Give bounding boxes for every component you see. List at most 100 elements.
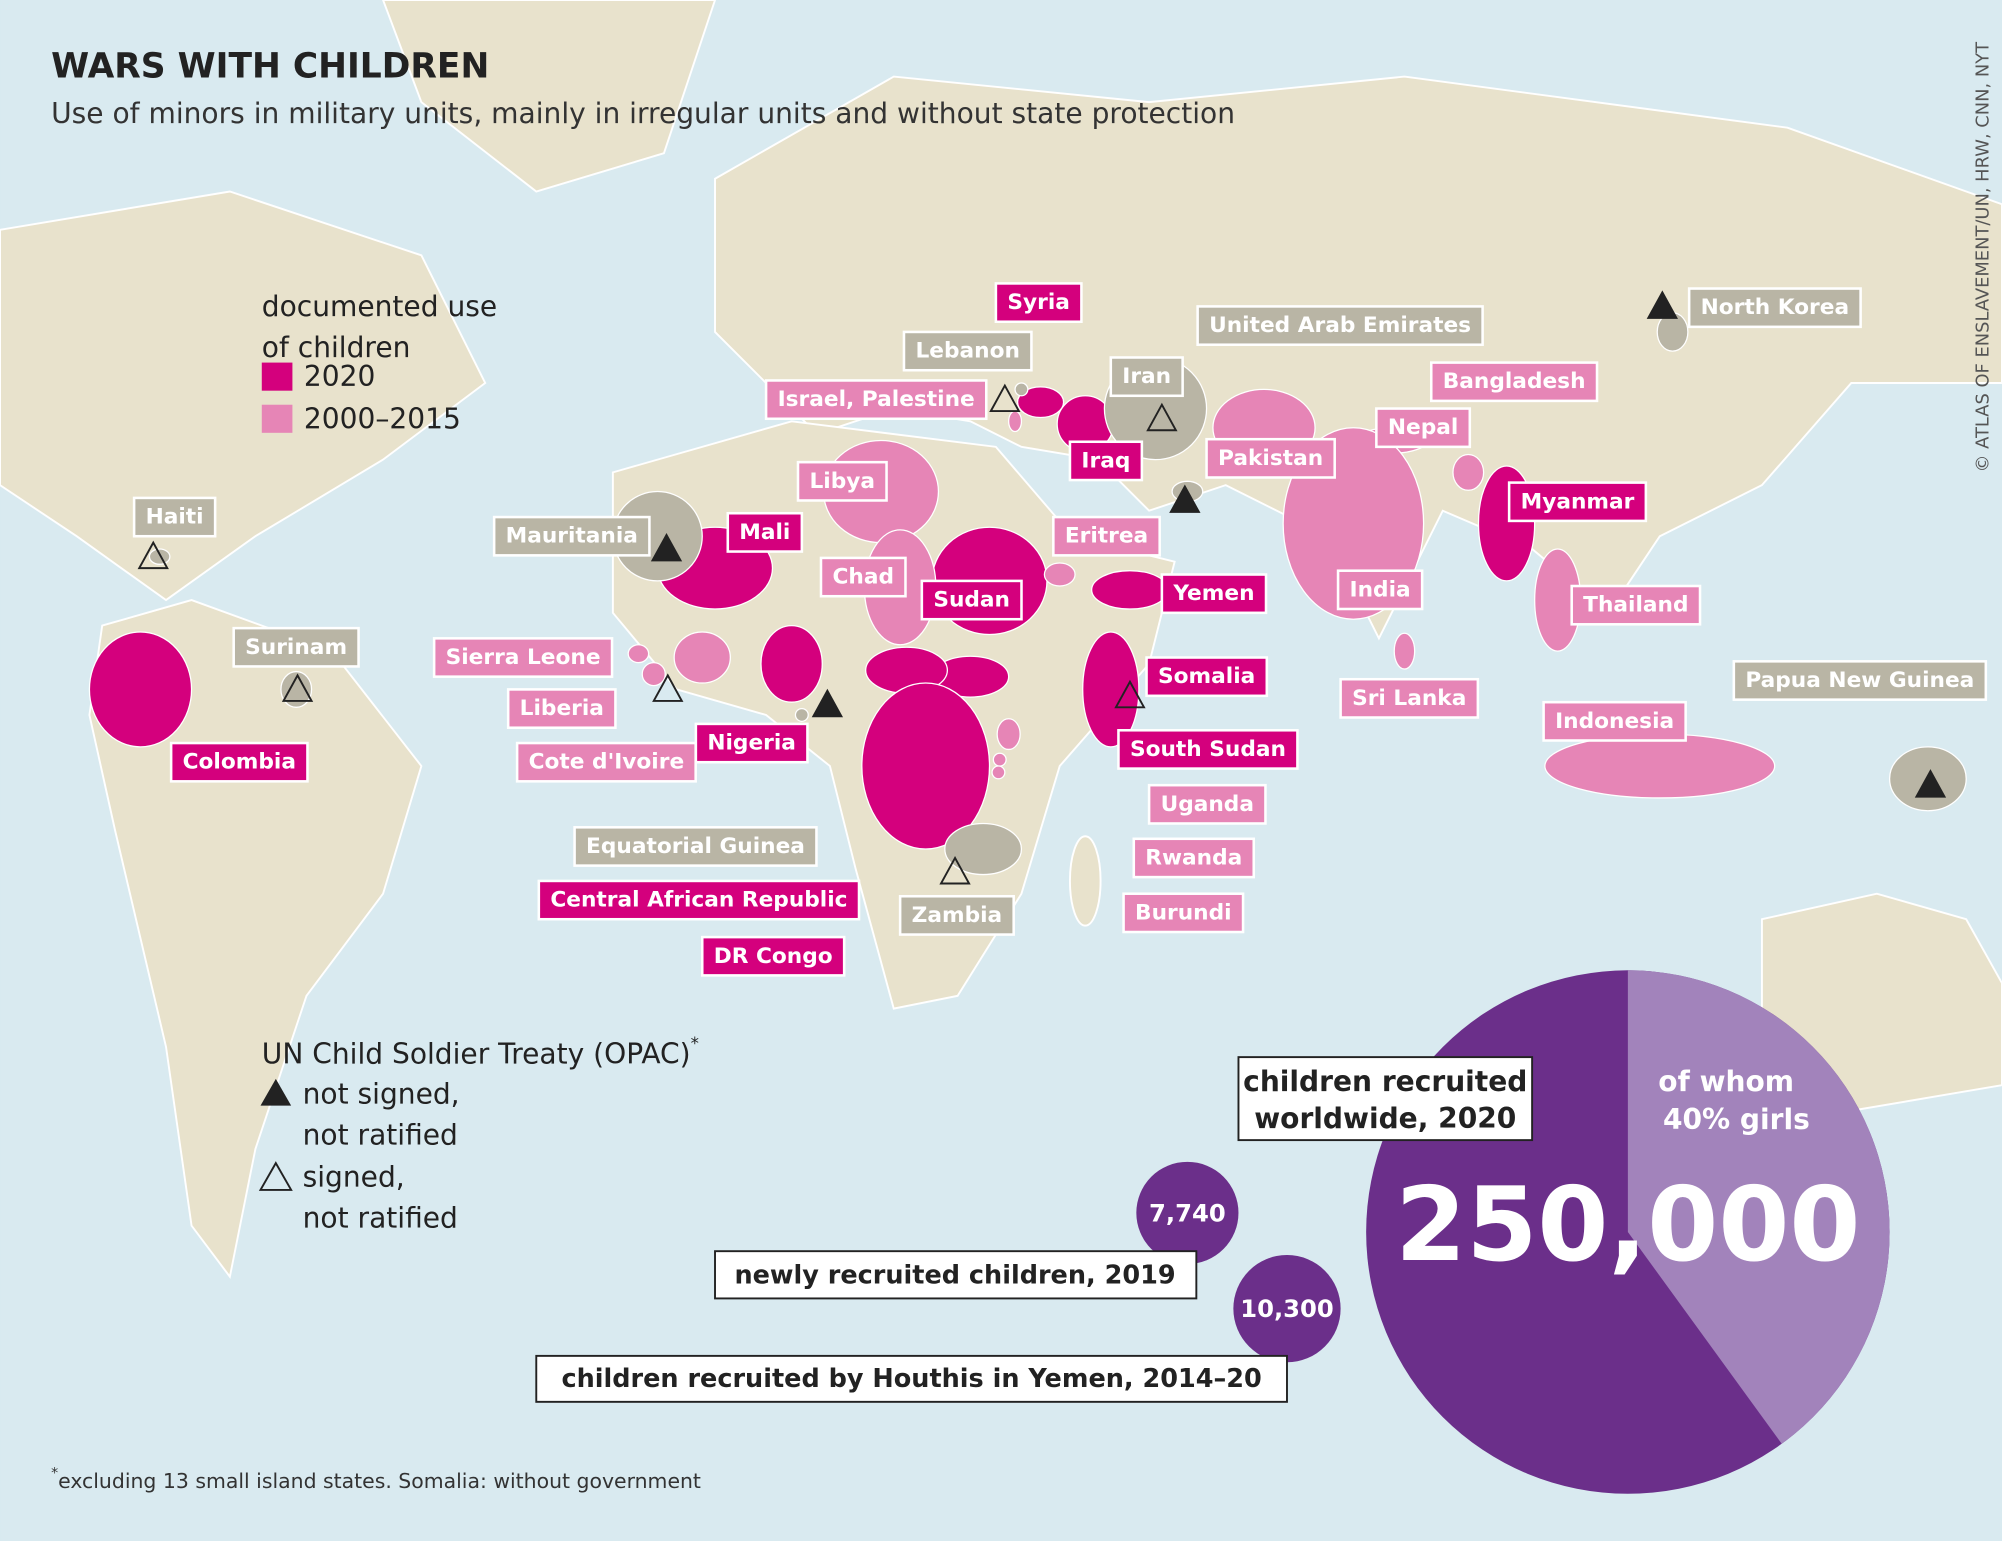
filled-triangle <box>1646 290 1679 319</box>
country-label: Haiti <box>146 505 204 530</box>
filled-triangle <box>650 532 683 562</box>
country-label-box <box>1375 407 1472 449</box>
open-triangle <box>281 673 314 702</box>
legend-title: documented use <box>262 290 497 323</box>
girls-label: of whom <box>1658 1065 1794 1098</box>
country-shape <box>996 718 1021 751</box>
country-label-box <box>1542 700 1687 742</box>
country-label-box <box>1122 892 1245 934</box>
stat-label: children recruited <box>1243 1065 1527 1098</box>
country-shape <box>1008 410 1023 433</box>
country-label-box <box>1145 656 1269 698</box>
country-label-box <box>796 460 888 502</box>
stat-value: 10,300 <box>1240 1294 1334 1323</box>
title: WARS WITH CHILDREN <box>51 46 489 86</box>
legend-swatch <box>261 404 293 433</box>
country-label: Sudan <box>933 588 1010 613</box>
treaty-item: signed, <box>303 1161 405 1194</box>
legend-label: 2020 <box>304 360 375 393</box>
country-shape <box>1014 382 1029 397</box>
country-label: Indonesia <box>1555 709 1674 734</box>
country-label-box <box>1109 356 1184 398</box>
footnote: *excluding 13 small island states. Somal… <box>51 1465 701 1493</box>
country-label: Myanmar <box>1521 489 1635 514</box>
pie-value: 250,000 <box>1395 1166 1860 1285</box>
stat-box <box>714 1250 1198 1300</box>
country-label-box <box>920 579 1023 621</box>
country-label: Rwanda <box>1145 845 1242 870</box>
country-label-box <box>1339 677 1480 719</box>
girls-label: 40% girls <box>1663 1103 1810 1136</box>
country-shape <box>148 548 171 565</box>
country-label-box <box>432 637 614 678</box>
country-label-box <box>573 826 818 867</box>
country-label-box <box>726 511 804 553</box>
pie: 250,000 of whom 40% girls children recruite… <box>1237 970 1890 1494</box>
open-triangle <box>939 855 971 885</box>
country-label: Eritrea <box>1065 524 1148 549</box>
country-shape <box>88 631 193 748</box>
country-label: Iran <box>1122 364 1171 389</box>
country-label-box <box>902 330 1033 372</box>
country-shape <box>641 661 666 687</box>
country-label: Libya <box>809 469 875 494</box>
country-label: Chad <box>832 565 894 590</box>
country-label-box <box>1117 729 1299 770</box>
country-label-box <box>898 894 1015 936</box>
country-label: Pakistan <box>1218 446 1323 471</box>
stat-circle <box>1233 1255 1341 1363</box>
country-label-box <box>1507 481 1648 523</box>
country-label: Zambia <box>912 903 1003 928</box>
country-label: DR Congo <box>714 944 833 969</box>
country-label: United Arab Emirates <box>1209 313 1471 338</box>
open-triangle <box>258 1161 293 1191</box>
country-shape <box>1544 733 1776 799</box>
filled-triangle <box>811 688 844 718</box>
treaty-markers <box>137 290 1947 885</box>
country-shape <box>991 765 1006 780</box>
stat-circle <box>1136 1161 1239 1264</box>
country-label: Papua New Guinea <box>1745 668 1974 693</box>
country-label-box <box>132 496 217 538</box>
country-label: Uganda <box>1161 792 1254 817</box>
country-shape <box>944 822 1023 876</box>
country-shape <box>1016 386 1065 419</box>
country-shape <box>1393 632 1416 670</box>
stat-label: children recruited by Houthis in Yemen, … <box>561 1364 1261 1394</box>
country-shape <box>760 624 823 703</box>
country-shape <box>861 682 991 850</box>
country-label: Mali <box>739 520 790 545</box>
country-label-box <box>764 379 988 421</box>
stat-label: worldwide, 2020 <box>1254 1102 1516 1135</box>
stat-label: newly recruited children, 2019 <box>734 1260 1175 1290</box>
legend-label: 2000–2015 <box>304 402 461 435</box>
filled-triangle <box>1914 769 1947 798</box>
country-label: Iraq <box>1081 448 1130 473</box>
filled-triangle <box>260 1078 292 1106</box>
treaty-title: UN Child Soldier Treaty (OPAC)* <box>262 1034 699 1070</box>
country-label: India <box>1350 577 1411 602</box>
country-label-box <box>506 688 617 730</box>
country-label: Colombia <box>183 750 296 775</box>
country-shape <box>1043 562 1076 587</box>
country-label: Thailand <box>1583 593 1688 618</box>
treaty-item: not ratified <box>303 1201 458 1234</box>
country-label-box <box>1336 569 1424 611</box>
country-label: Yemen <box>1172 581 1254 606</box>
country-label: Nigeria <box>707 731 796 756</box>
country-label-box <box>492 515 651 557</box>
country-label: Sierra Leone <box>446 645 601 670</box>
open-triangle <box>137 540 169 570</box>
country-label: Liberia <box>520 696 604 721</box>
country-label: Equatorial Guinea <box>586 834 805 859</box>
country-label: Mauritania <box>506 524 638 549</box>
treaty-title-text: UN Child Soldier Treaty (OPAC) <box>262 1037 691 1070</box>
country-shape <box>1091 570 1169 610</box>
country-label-box <box>1068 440 1144 482</box>
legend-swatch <box>261 362 293 391</box>
country-label-box <box>1196 305 1484 346</box>
country-label: Somalia <box>1158 664 1255 689</box>
country-label-box <box>819 556 907 598</box>
country-label-box <box>1147 783 1267 825</box>
